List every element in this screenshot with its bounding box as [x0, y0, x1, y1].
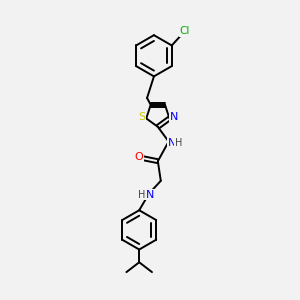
Text: N: N — [146, 190, 154, 200]
Text: Cl: Cl — [179, 26, 190, 36]
Text: O: O — [134, 152, 143, 162]
Text: S: S — [138, 112, 146, 122]
Text: H: H — [138, 190, 145, 200]
Text: N: N — [169, 112, 178, 122]
Text: H: H — [175, 138, 182, 148]
Text: N: N — [167, 138, 176, 148]
